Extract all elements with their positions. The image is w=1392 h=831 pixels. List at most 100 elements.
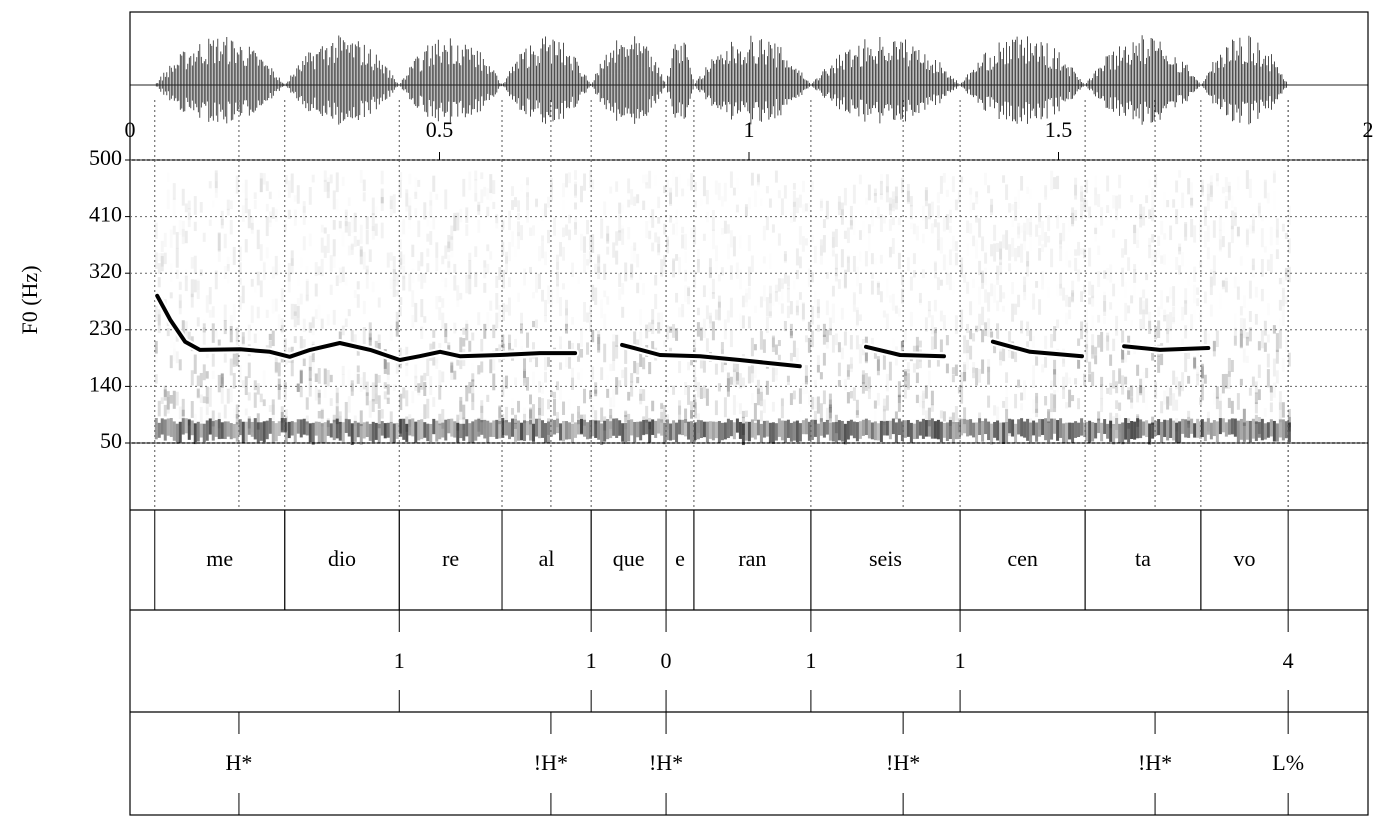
spectrogram-texture (241, 285, 245, 304)
spectrogram-texture (1103, 270, 1107, 279)
spectrogram-texture (438, 307, 441, 320)
spectrogram-texture (368, 337, 372, 346)
spectrogram-texture (1196, 418, 1200, 438)
spectrogram-texture (1029, 189, 1032, 200)
spectrogram-texture (960, 372, 964, 388)
spectrogram-texture (945, 363, 949, 374)
spectrogram-texture (178, 281, 182, 290)
spectrogram-texture (1100, 331, 1104, 352)
spectrogram-texture (1065, 251, 1068, 265)
spectrogram-texture (843, 423, 847, 445)
spectrogram-texture (898, 308, 901, 316)
spectrogram-texture (804, 203, 808, 212)
spectrogram-texture (1008, 244, 1012, 261)
spectrogram-texture (453, 323, 456, 334)
spectrogram-texture (447, 234, 451, 253)
spectrogram-texture (386, 397, 390, 404)
spectrogram-texture (639, 349, 643, 367)
spectrogram-texture (523, 420, 527, 442)
spectrogram-texture (541, 289, 545, 302)
spectrogram-texture (351, 243, 354, 250)
spectrogram-texture (235, 175, 239, 194)
spectrogram-texture (1118, 175, 1121, 188)
spectrogram-texture (978, 368, 982, 383)
spectrogram-texture (721, 228, 724, 235)
spectrogram-texture (912, 253, 916, 265)
spectrogram-texture (220, 377, 224, 384)
spectrogram-texture (438, 295, 442, 303)
spectrogram-texture (1215, 173, 1219, 182)
spectrogram-texture (723, 397, 727, 418)
spectrogram-texture (182, 229, 185, 244)
spectrogram-texture (657, 322, 661, 334)
spectrogram-texture (1077, 358, 1081, 369)
spectrogram-texture (408, 419, 412, 436)
spectrogram-texture (1254, 414, 1258, 424)
spectrogram-texture (627, 227, 630, 239)
spectrogram-texture (666, 325, 670, 340)
spectrogram-texture (963, 361, 967, 374)
spectrogram-texture (1169, 387, 1173, 406)
spectrogram-texture (1106, 268, 1109, 281)
spectrogram-texture (1281, 419, 1285, 441)
spectrogram-texture (1032, 304, 1035, 313)
spectrogram-texture (717, 421, 721, 443)
spectrogram-texture (894, 422, 898, 444)
spectrogram-texture (450, 365, 454, 373)
spectrogram-texture (727, 244, 730, 260)
spectrogram-texture (885, 420, 889, 436)
spectrogram-texture (459, 292, 463, 300)
spectrogram-texture (535, 198, 539, 208)
spectrogram-texture (435, 296, 438, 309)
spectrogram-texture (846, 364, 850, 377)
spectrogram-texture (733, 368, 736, 382)
spectrogram-texture (356, 294, 360, 308)
spectrogram-texture (241, 421, 245, 443)
spectrogram-texture (1221, 418, 1225, 433)
spectrogram-texture (940, 311, 943, 322)
spectrogram-texture (296, 383, 300, 392)
spectrogram-texture (1142, 421, 1146, 436)
spectrogram-texture (1065, 422, 1069, 444)
spectrogram-texture (553, 218, 556, 236)
spectrogram-texture (517, 213, 520, 220)
spectrogram-texture (363, 252, 366, 270)
spectrogram-texture (556, 254, 560, 270)
spectrogram-texture (462, 327, 466, 335)
spectrogram-texture (202, 364, 206, 381)
spectrogram-texture (335, 387, 339, 407)
spectrogram-texture (1091, 345, 1095, 359)
spectrogram-texture (636, 421, 640, 438)
spectrogram-texture (792, 201, 796, 222)
spectrogram-texture (1233, 212, 1237, 226)
spectrogram-texture (660, 312, 663, 328)
spectrogram-texture (483, 418, 486, 428)
spectrogram-texture (780, 420, 784, 441)
spectrogram-texture (903, 384, 907, 399)
spectrogram-texture (294, 195, 297, 202)
spectrogram-texture (154, 418, 158, 440)
spectrogram-texture (1053, 177, 1057, 190)
spectrogram-texture (471, 373, 475, 382)
spectrogram-texture (969, 419, 973, 436)
spectrogram-texture (705, 421, 709, 443)
spectrogram-texture (411, 418, 415, 437)
spectrogram-texture (1187, 410, 1191, 425)
spectrogram-texture (1115, 413, 1119, 430)
spectrogram-texture (1196, 298, 1200, 307)
spectrogram-texture (208, 181, 212, 189)
spectrogram-texture (763, 256, 766, 263)
spectrogram-texture (753, 344, 757, 351)
spectrogram-texture (547, 399, 551, 410)
spectrogram-texture (894, 411, 898, 420)
spectrogram-texture (465, 224, 468, 236)
spectrogram-texture (414, 302, 418, 323)
spectrogram-texture (1275, 218, 1279, 238)
spectrogram-texture (969, 345, 973, 360)
spectrogram-texture (547, 421, 551, 444)
spectrogram-texture (660, 411, 664, 423)
spectrogram-texture (1130, 320, 1133, 327)
spectrogram-texture (1124, 239, 1128, 255)
spectrogram-texture (1139, 378, 1143, 396)
